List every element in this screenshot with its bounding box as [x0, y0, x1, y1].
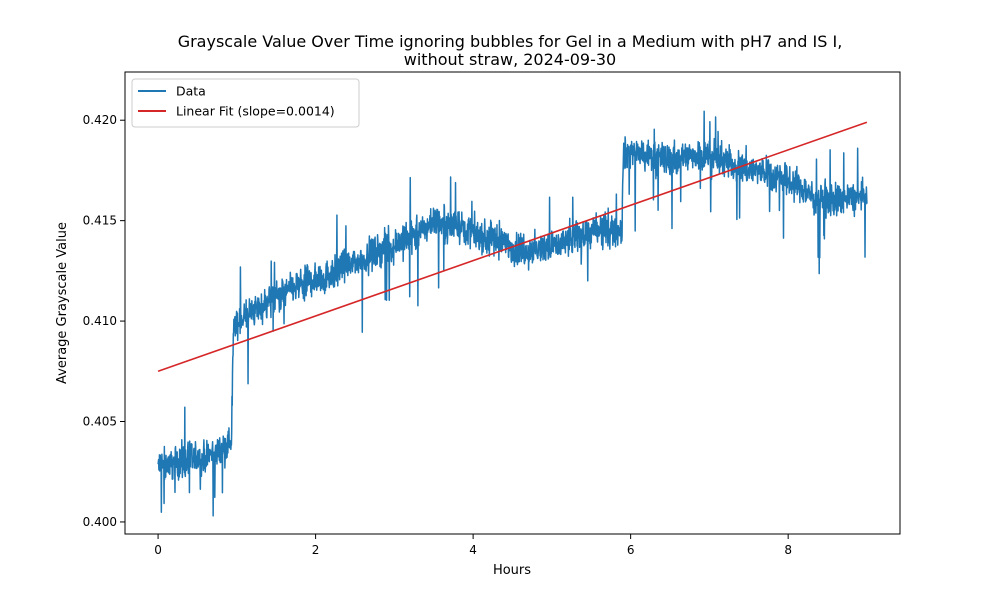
y-tick-label: 0.410: [83, 314, 117, 328]
y-axis-label: Average Grayscale Value: [55, 222, 70, 384]
y-axis: 0.400 0.405 0.410 0.415 0.420: [83, 113, 125, 529]
series-data-line: [157, 110, 868, 517]
y-tick-label: 0.405: [83, 415, 117, 429]
chart-subtitle: without straw, 2024-09-30: [404, 50, 616, 69]
y-tick-label: 0.420: [83, 113, 117, 127]
plot-frame: [124, 71, 901, 535]
y-tick-label: 0.415: [83, 214, 117, 228]
legend-box: [131, 78, 360, 128]
x-tick-label: 0: [154, 543, 162, 557]
y-tick-label: 0.400: [83, 515, 117, 529]
x-tick-label: 8: [784, 543, 792, 557]
data-layer: [157, 110, 868, 517]
x-axis-label: Hours: [493, 563, 531, 578]
chart-title: Grayscale Value Over Time ignoring bubbl…: [178, 32, 843, 51]
x-tick-label: 6: [627, 543, 635, 557]
series-linear-fit-line: [157, 121, 868, 373]
legend-label-linear-fit: Linear Fit (slope=0.0014): [176, 104, 335, 119]
x-tick-label: 4: [469, 543, 477, 557]
x-tick-label: 2: [312, 543, 320, 557]
legend: Data Linear Fit (slope=0.0014): [131, 78, 360, 128]
x-axis: 0 2 4 6 8: [154, 534, 792, 557]
legend-label-data: Data: [176, 84, 206, 99]
